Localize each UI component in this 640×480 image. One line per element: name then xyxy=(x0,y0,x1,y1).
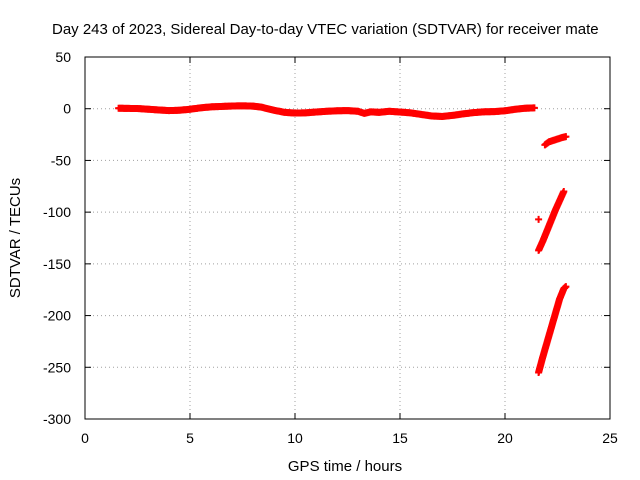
data-point xyxy=(560,187,568,195)
y-tick-label: -150 xyxy=(43,256,71,272)
grid xyxy=(85,57,610,419)
x-tick-label: 25 xyxy=(602,430,618,446)
x-tick-label: 0 xyxy=(81,430,89,446)
x-axis-label: GPS time / hours xyxy=(288,458,402,475)
x-tick-label: 5 xyxy=(186,430,194,446)
x-tick-label: 20 xyxy=(497,430,513,446)
chart-title: Day 243 of 2023, Sidereal Day-to-day VTE… xyxy=(52,21,599,38)
y-tick-label: -250 xyxy=(43,359,71,375)
y-tick-label: 50 xyxy=(55,49,71,65)
y-tick-label: -300 xyxy=(43,411,71,427)
data-point xyxy=(562,283,570,291)
x-tick-label: 15 xyxy=(392,430,408,446)
data-point xyxy=(535,215,543,223)
x-tick-label: 10 xyxy=(287,430,303,446)
y-tick-label: -100 xyxy=(43,204,71,220)
data-point xyxy=(530,104,538,112)
y-axis-label: SDTVAR / TECUs xyxy=(7,178,24,298)
y-tick-label: -50 xyxy=(51,152,71,168)
data-point xyxy=(562,133,570,141)
y-tick-label: 0 xyxy=(63,101,71,117)
plot-frame xyxy=(84,56,611,420)
axis-ticks: 0 5 10 15 20 25 50 0 -50 -100 -150 -200 -250 -300 xyxy=(43,49,618,446)
y-tick-label: -200 xyxy=(43,308,71,324)
data-points xyxy=(115,102,570,376)
